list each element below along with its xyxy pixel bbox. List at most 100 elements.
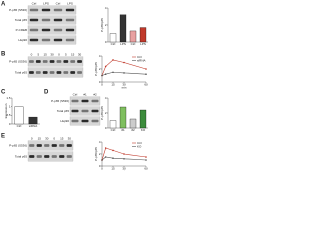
lane-label: 0: [31, 52, 33, 56]
lane-label: #2: [93, 92, 97, 96]
panel-label: B: [1, 52, 6, 58]
blot-band: [65, 28, 75, 32]
blot-band: [51, 155, 57, 158]
blot-band: [29, 60, 34, 63]
row-label: Total p65: [15, 154, 28, 158]
bar: [14, 106, 24, 125]
y-axis-label: P-p65/p65: [94, 147, 98, 161]
row-label: P-p65 (S536): [51, 99, 69, 103]
blot-band: [77, 60, 82, 63]
lane-label: 0: [58, 52, 60, 56]
blot-band: [29, 28, 39, 32]
panel-label: D: [44, 90, 49, 96]
y-tick-label: 4: [99, 54, 101, 58]
row-label: Total p65: [57, 109, 70, 113]
blot-band: [29, 38, 39, 42]
blot-band: [41, 8, 51, 12]
bar: [109, 120, 117, 129]
blot-band: [53, 28, 63, 32]
blot-band: [56, 60, 62, 63]
blot-band: [91, 109, 99, 113]
x-tick-label: 0: [101, 82, 103, 86]
blot-band: [70, 71, 76, 74]
row-label: Hsp90: [60, 119, 69, 123]
blot-band: [91, 119, 99, 123]
x-tick-label: siRNA: [29, 124, 38, 128]
point: [104, 156, 107, 158]
point: [123, 158, 125, 160]
row-label: Total p65: [15, 18, 28, 22]
bar: [119, 106, 127, 129]
x-tick-label: Ctrl: [111, 42, 116, 46]
lane-label: 15: [38, 136, 42, 140]
lane-label: 30: [78, 52, 82, 56]
blot-band: [29, 144, 35, 147]
blot-band: [65, 8, 75, 12]
point: [123, 61, 125, 64]
bar: [119, 14, 127, 43]
y-tick-label: 0: [105, 126, 107, 130]
blot-band: [41, 18, 51, 22]
blot-band: [36, 144, 42, 147]
blot-strip: [27, 67, 84, 78]
blot-band: [63, 71, 69, 74]
bar: [129, 118, 137, 129]
blot-band: [29, 71, 34, 74]
point: [145, 68, 147, 70]
blot-band: [71, 119, 79, 123]
blot-band: [29, 8, 39, 12]
point: [104, 147, 107, 149]
x-axis-label: min: [122, 169, 127, 171]
row-label: P-CREB: [16, 28, 27, 32]
y-tick-label: 0: [9, 122, 11, 126]
x-tick-label: KO: [141, 128, 146, 132]
x-tick-label: LPS: [140, 42, 146, 46]
panel-label: C: [1, 90, 6, 96]
row-label: P-p65 (S536): [9, 8, 27, 12]
blot-strip: [27, 140, 74, 151]
x-tick-label: 60: [144, 166, 148, 170]
y-tick-label: 4: [99, 140, 101, 144]
blot-band: [56, 71, 62, 74]
point: [145, 156, 147, 158]
y-axis-label: P-p65/p65: [100, 106, 104, 120]
x-tick-label: 30: [122, 166, 126, 170]
point: [123, 72, 125, 74]
blot-band: [70, 60, 76, 63]
blot-band: [53, 38, 63, 42]
blot-band: [81, 99, 89, 103]
blot-band: [59, 144, 65, 147]
point: [112, 59, 114, 61]
lane-label: 15: [44, 52, 48, 56]
row-label: P-p65 (S536): [9, 143, 27, 147]
blot-band: [77, 71, 82, 74]
blot-band: [35, 71, 41, 74]
blot-band: [81, 109, 89, 113]
blot-band: [53, 18, 63, 22]
lane-label: LPS: [43, 1, 49, 5]
row-label: P-p65 (S536): [9, 59, 27, 63]
blot-strip: [27, 151, 74, 162]
x-tick-label: 0: [101, 166, 103, 170]
blot-band: [36, 155, 42, 158]
legend-label: KO: [137, 144, 142, 148]
x-tick-label: Ctrl: [131, 42, 136, 46]
lane-label: Ctrl: [32, 1, 37, 5]
y-tick-label: 2: [99, 67, 101, 71]
lane-label: Ctrl: [56, 1, 61, 5]
y-tick-label: 1.5: [6, 96, 11, 100]
row-label: Total p65: [15, 70, 28, 74]
y-axis-label: P-p65/p65: [94, 62, 98, 76]
blot-band: [29, 155, 35, 158]
lane-label: 15: [60, 136, 64, 140]
lane-label: 15: [71, 52, 75, 56]
bar: [139, 27, 147, 43]
lane-label: 5: [37, 52, 39, 56]
lane-label: LPS: [67, 1, 73, 5]
blot-band: [41, 38, 51, 42]
point: [101, 74, 103, 77]
y-axis-label: P-p65/p65: [100, 18, 104, 32]
point: [104, 65, 107, 68]
x-tick-label: #1: [121, 128, 125, 132]
x-tick-label: 15: [111, 166, 115, 170]
